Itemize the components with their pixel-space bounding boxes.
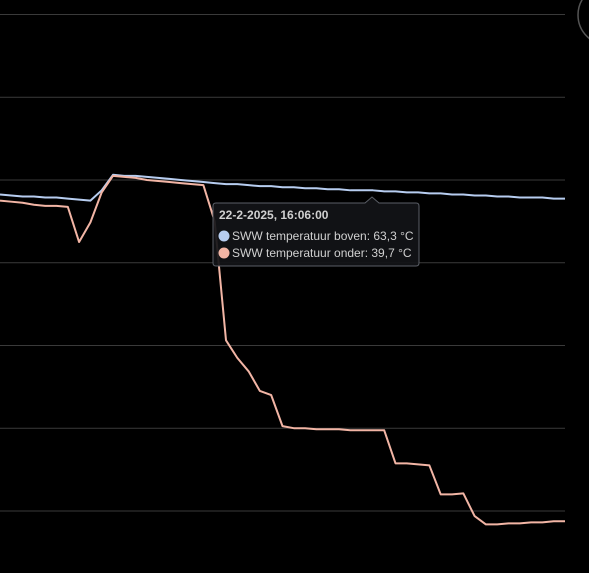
tooltip-box xyxy=(212,196,420,267)
tooltip-title: 22-2-2025, 16:06:00 xyxy=(219,208,329,222)
series-line xyxy=(0,174,565,526)
plot-lines xyxy=(0,173,565,526)
series-line xyxy=(0,173,565,202)
grid xyxy=(0,13,565,512)
tooltip: 22-2-2025, 16:06:00 SWW temperatuur bove… xyxy=(212,196,420,267)
tooltip-swatch xyxy=(218,247,230,259)
tooltip-item: SWW temperatuur boven: 63,3 °C xyxy=(232,229,414,243)
tooltip-swatch xyxy=(218,230,230,242)
tooltip-item: SWW temperatuur onder: 39,7 °C xyxy=(232,246,412,260)
menu-button[interactable] xyxy=(577,0,589,45)
